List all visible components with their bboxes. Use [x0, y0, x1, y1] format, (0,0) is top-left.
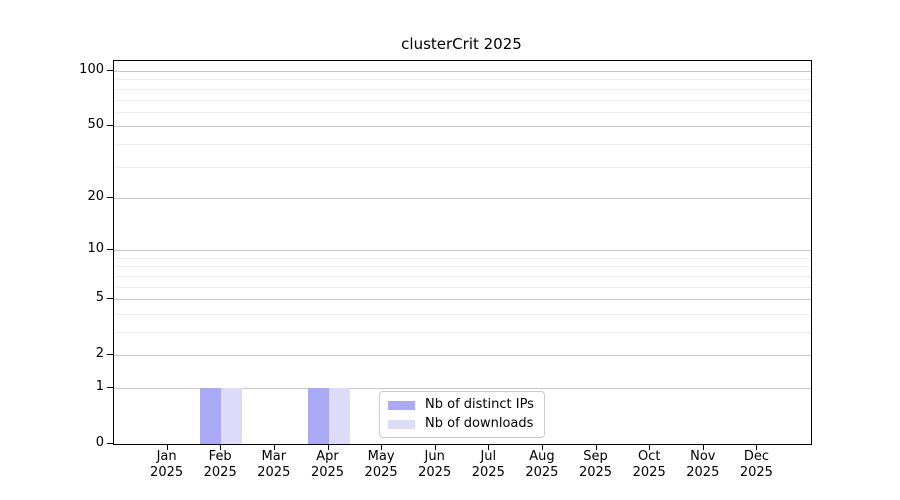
x-tick-mark-8 — [595, 444, 597, 450]
legend-item-downloads: Nb of downloads — [388, 416, 534, 432]
y-tick-mark-2 — [107, 354, 113, 356]
x-tick-mark-4 — [381, 444, 383, 450]
x-tick-mark-2 — [273, 444, 275, 450]
major-gridline-1 — [114, 388, 811, 389]
y-tick-mark-100 — [107, 70, 113, 71]
y-tick-mark-5 — [107, 298, 113, 300]
x-tick-label-10: Nov 2025 — [686, 449, 720, 480]
y-tick-label-1: 1 — [95, 379, 104, 394]
bar-ips-1 — [200, 388, 222, 444]
y-tick-mark-10 — [107, 249, 113, 251]
x-tick-mark-10 — [702, 444, 704, 450]
chart-title: clusterCrit 2025 — [401, 35, 522, 53]
minor-gridline-80 — [114, 88, 811, 90]
x-tick-mark-6 — [488, 444, 490, 450]
x-tick-mark-9 — [649, 444, 651, 450]
major-gridline-50 — [114, 126, 811, 128]
y-tick-mark-50 — [107, 125, 113, 127]
x-tick-label-3: Apr 2025 — [310, 449, 345, 480]
y-tick-label-2: 2 — [95, 346, 104, 362]
x-tick-label-5: Jun 2025 — [418, 449, 452, 480]
y-tick-mark-20 — [107, 196, 113, 198]
minor-gridline-7 — [114, 275, 811, 277]
major-gridline-10 — [114, 250, 811, 252]
x-tick-label-9: Oct 2025 — [632, 449, 666, 480]
bar-downloads-3 — [328, 388, 350, 444]
x-tick-mark-7 — [541, 444, 543, 450]
y-tick-mark-0 — [107, 443, 113, 444]
y-tick-label-20: 20 — [87, 188, 104, 204]
y-tick-label-5: 5 — [95, 290, 104, 306]
major-gridline-100 — [114, 71, 811, 72]
y-tick-mark-1 — [107, 387, 113, 388]
x-tick-mark-5 — [434, 444, 436, 450]
legend-item-distinct-ips: Nb of distinct IPs — [388, 397, 534, 413]
minor-gridline-8 — [114, 266, 811, 268]
legend: Nb of distinct IPs Nb of downloads — [379, 391, 545, 438]
x-tick-label-4: May 2025 — [364, 449, 398, 480]
minor-gridline-60 — [114, 111, 811, 113]
x-tick-label-2: Mar 2025 — [257, 449, 291, 480]
x-tick-mark-3 — [327, 444, 329, 450]
major-gridline-20 — [114, 197, 811, 199]
x-tick-mark-11 — [756, 444, 758, 450]
x-tick-label-1: Feb 2025 — [203, 449, 237, 480]
x-tick-mark-1 — [220, 444, 222, 450]
major-gridline-5 — [114, 299, 811, 301]
legend-label-distinct-ips: Nb of distinct IPs — [425, 397, 534, 412]
x-tick-mark-0 — [166, 444, 168, 450]
x-tick-label-7: Aug 2025 — [525, 449, 559, 480]
minor-gridline-6 — [114, 286, 811, 288]
y-tick-label-100: 100 — [79, 62, 104, 77]
y-tick-label-10: 10 — [87, 241, 104, 257]
legend-swatch-distinct-ips — [388, 400, 415, 410]
x-tick-label-11: Dec 2025 — [739, 449, 773, 480]
x-tick-label-6: Jul 2025 — [471, 449, 505, 480]
x-tick-label-0: Jan 2025 — [150, 449, 184, 480]
minor-gridline-4 — [114, 313, 811, 315]
minor-gridline-30 — [114, 166, 811, 168]
minor-gridline-40 — [114, 143, 811, 145]
bar-downloads-1 — [221, 388, 243, 444]
y-tick-label-0: 0 — [95, 435, 104, 450]
x-tick-label-8: Sep 2025 — [578, 449, 613, 480]
minor-gridline-9 — [114, 257, 811, 259]
minor-gridline-90 — [114, 79, 811, 81]
minor-gridline-70 — [114, 99, 811, 101]
bar-ips-3 — [307, 388, 329, 444]
major-gridline-2 — [114, 355, 811, 357]
minor-gridline-3 — [114, 332, 811, 333]
y-tick-label-50: 50 — [87, 117, 104, 133]
legend-swatch-downloads — [388, 419, 415, 429]
plot-area: Nb of distinct IPs Nb of downloads — [113, 60, 812, 445]
legend-label-downloads: Nb of downloads — [425, 416, 534, 431]
